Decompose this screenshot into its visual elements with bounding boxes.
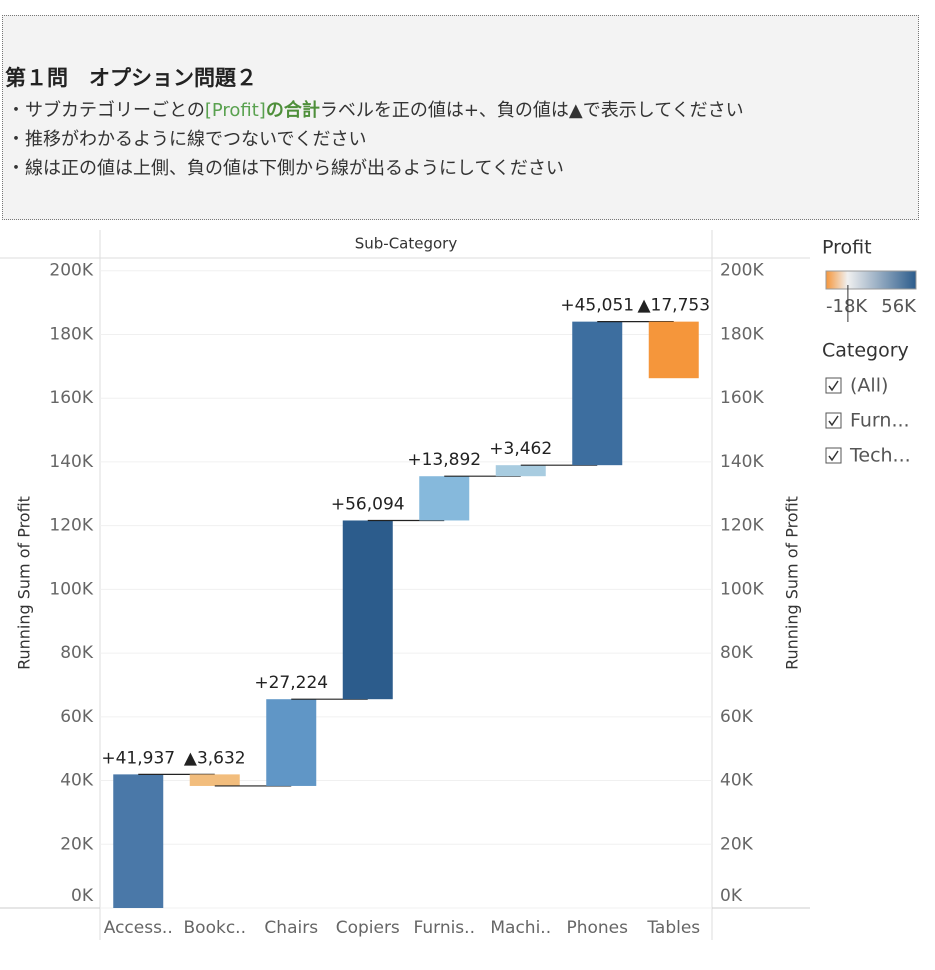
checkbox[interactable]: [825, 377, 842, 394]
value-label: ▲3,632: [184, 748, 246, 768]
y-tick-label: 20K: [60, 834, 94, 854]
bar: [648, 321, 699, 379]
header: 第１問 オプション問題２ ・サブカテゴリーごとの[Profit]の合計ラベルを正…: [2, 15, 919, 220]
legend-item[interactable]: (All): [850, 375, 888, 397]
value-label: +27,224: [254, 673, 328, 693]
y-tick-label: 100K: [49, 579, 93, 599]
y2-tick-label: 180K: [720, 324, 764, 344]
legend-max: 56K: [881, 296, 917, 317]
x-tick-label: Phones: [566, 918, 628, 938]
bar: [266, 699, 317, 786]
legend-title: Profit: [822, 237, 872, 259]
y-tick-label: 0K: [71, 886, 94, 906]
y2-tick-label: 80K: [720, 643, 754, 663]
y2-tick-label: 20K: [720, 834, 754, 854]
y2-tick-label: 140K: [720, 452, 764, 472]
value-label: +13,892: [407, 450, 481, 470]
checkbox[interactable]: [825, 447, 842, 464]
x-tick-label: Access..: [104, 918, 173, 938]
color-ramp: [825, 270, 917, 290]
x-tick-label: Machi..: [490, 918, 551, 938]
y2-tick-label: 0K: [720, 886, 743, 906]
y-tick-label: 160K: [49, 388, 93, 408]
y-axis-title: Running Sum of Profit: [15, 496, 34, 670]
header-line: ・サブカテゴリーごとの[Profit]の合計ラベルを正の値は+、負の値は▲で表示…: [7, 96, 744, 122]
y-tick-label: 200K: [49, 261, 93, 281]
legend-title: Category: [822, 340, 909, 362]
bar: [419, 476, 470, 521]
x-tick-label: Copiers: [336, 918, 400, 938]
x-tick-label: Chairs: [264, 918, 318, 938]
legend-item[interactable]: Tech...: [849, 445, 911, 467]
text: ・サブカテゴリーごとの: [7, 100, 205, 121]
checkmark: [828, 450, 839, 462]
y-tick-label: 60K: [60, 707, 94, 727]
value-label: +45,051: [560, 296, 634, 316]
y2-tick-label: 160K: [720, 388, 764, 408]
value-label: +56,094: [331, 494, 405, 514]
bar: [113, 774, 164, 908]
y-tick-label: 120K: [49, 516, 93, 536]
y-tick-label: 40K: [60, 771, 94, 791]
legend-min: -18K: [826, 296, 868, 317]
checkmark: [828, 415, 839, 427]
header-line: ・推移がわかるように線でつないでください: [7, 125, 366, 151]
y-tick-label: 80K: [60, 643, 94, 663]
x-tick-label: Bookc..: [184, 918, 246, 938]
value-label: +3,462: [489, 439, 552, 459]
checkmark: [828, 380, 839, 392]
checkbox[interactable]: [825, 412, 842, 429]
y-tick-label: 180K: [49, 324, 93, 344]
y2-tick-label: 60K: [720, 707, 754, 727]
y2-tick-label: 100K: [720, 579, 764, 599]
bar: [342, 520, 393, 700]
value-label: +41,937: [101, 748, 175, 768]
header-title: 第１問 オプション問題２: [5, 66, 257, 90]
bar: [189, 774, 240, 786]
y2-tick-label: 40K: [720, 771, 754, 791]
x-header: Sub-Category: [355, 235, 458, 253]
text: ・線は正の値は上側、負の値は下側から線が出るようにしてください: [7, 158, 564, 179]
y2-tick-label: 200K: [720, 261, 764, 281]
y2-tick-label: 120K: [720, 516, 764, 536]
field: [Profit]: [204, 100, 266, 121]
bar: [495, 465, 546, 477]
legend-item[interactable]: Furn...: [850, 410, 910, 432]
y2-axis-title: Running Sum of Profit: [783, 496, 802, 670]
header-line: ・線は正の値は上側、負の値は下側から線が出るようにしてください: [7, 154, 564, 180]
text: ・推移がわかるように線でつないでください: [7, 129, 367, 150]
x-tick-label: Furnis..: [414, 918, 475, 938]
x-tick-label: Tables: [646, 918, 700, 938]
value-label: ▲17,753: [637, 296, 710, 316]
bar: [572, 321, 623, 466]
field: の合計: [265, 100, 320, 121]
text: ラベルを正の値は+、負の値は▲で表示してください: [319, 100, 744, 121]
y-tick-label: 140K: [49, 452, 93, 472]
